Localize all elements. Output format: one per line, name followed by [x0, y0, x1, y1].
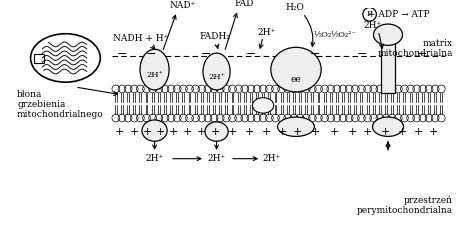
Text: przestrzeń
perymitochondrialna: przestrzeń perymitochondrialna — [357, 195, 453, 215]
Text: +: + — [429, 127, 438, 136]
Text: −: − — [246, 48, 256, 60]
Text: −: − — [357, 48, 367, 60]
Text: ee: ee — [291, 75, 301, 84]
Text: 2H⁺: 2H⁺ — [146, 71, 163, 79]
Text: +: + — [413, 127, 423, 136]
Text: +: + — [197, 127, 206, 136]
Ellipse shape — [140, 49, 169, 90]
Text: błona
grzebienia
mitochondrialnego: błona grzebienia mitochondrialnego — [17, 90, 104, 119]
Text: −: − — [417, 48, 427, 60]
Ellipse shape — [271, 47, 321, 92]
Text: 2H⁺: 2H⁺ — [363, 21, 381, 30]
Text: +: + — [293, 127, 303, 136]
Ellipse shape — [203, 53, 230, 90]
Text: +: + — [130, 127, 139, 136]
Text: matrix
mitochondrialna: matrix mitochondrialna — [377, 38, 453, 58]
Text: −: − — [146, 48, 156, 60]
Ellipse shape — [252, 98, 274, 113]
Ellipse shape — [142, 120, 167, 141]
Bar — [35, 54, 44, 63]
Text: +: + — [169, 127, 179, 136]
Text: −: − — [201, 48, 211, 60]
Text: +: + — [380, 127, 390, 136]
Text: 2H⁺: 2H⁺ — [208, 73, 225, 81]
Text: +: + — [330, 127, 339, 136]
Text: +: + — [398, 127, 407, 136]
Ellipse shape — [278, 117, 314, 136]
Text: +: + — [262, 127, 271, 136]
Text: +: + — [183, 127, 192, 136]
Text: NADH + H⁺: NADH + H⁺ — [113, 34, 168, 43]
Text: P: P — [367, 10, 373, 18]
Ellipse shape — [373, 117, 403, 136]
Text: 2H⁺: 2H⁺ — [258, 28, 276, 37]
Ellipse shape — [205, 122, 228, 141]
Text: 2H⁺: 2H⁺ — [207, 154, 226, 163]
Text: +: + — [278, 127, 287, 136]
Text: ½O₂: ½O₂ — [313, 31, 331, 39]
Text: +: + — [115, 127, 124, 136]
Bar — [381, 42, 395, 93]
Ellipse shape — [373, 24, 402, 45]
Text: FADH₂: FADH₂ — [199, 32, 230, 41]
Text: H₂O: H₂O — [285, 3, 305, 12]
Text: +: + — [227, 127, 237, 136]
Text: +: + — [156, 127, 165, 136]
Text: ½O₂²⁻: ½O₂²⁻ — [330, 31, 357, 39]
Text: +: + — [245, 127, 254, 136]
Text: +: + — [348, 127, 357, 136]
Text: −: − — [117, 48, 127, 60]
Text: FAD: FAD — [234, 0, 253, 8]
Text: + ADP → ATP: + ADP → ATP — [368, 10, 430, 19]
Text: 2H⁺: 2H⁺ — [263, 154, 281, 163]
Text: −: − — [310, 48, 321, 60]
Text: +: + — [211, 127, 220, 136]
Text: 2H⁺: 2H⁺ — [146, 154, 164, 163]
Text: NAD⁺: NAD⁺ — [169, 1, 196, 10]
Text: +: + — [143, 127, 153, 136]
Text: +: + — [311, 127, 320, 136]
Text: +: + — [363, 127, 373, 136]
